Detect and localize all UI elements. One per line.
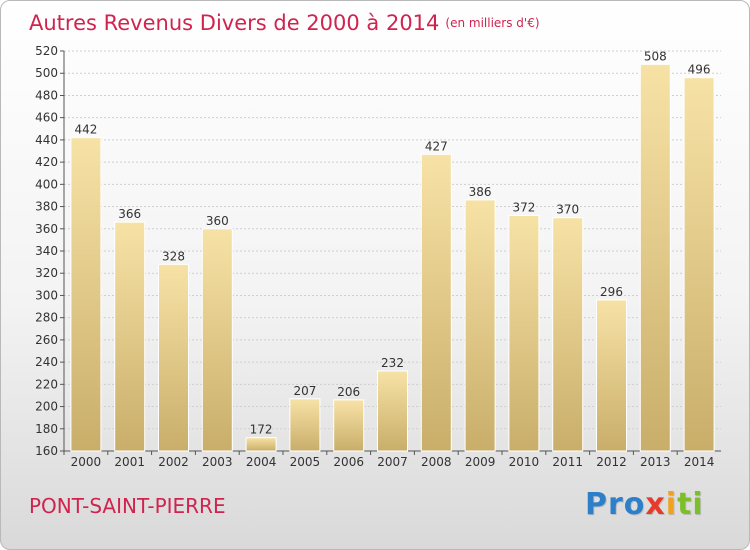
x-tick-label-2002: 2002 bbox=[158, 455, 189, 469]
value-label-2001: 366 bbox=[118, 207, 141, 221]
bar-2004 bbox=[245, 437, 277, 452]
value-label-2002: 328 bbox=[162, 249, 185, 263]
value-label-2009: 386 bbox=[469, 185, 492, 199]
x-tick-label-2014: 2014 bbox=[684, 455, 715, 469]
x-tick-label-2007: 2007 bbox=[377, 455, 408, 469]
value-label-2003: 360 bbox=[206, 214, 229, 228]
bar-2006 bbox=[333, 399, 365, 452]
logo-part-4: ti bbox=[677, 487, 704, 522]
bar-2014 bbox=[683, 77, 715, 452]
y-tick-label: 400 bbox=[35, 177, 58, 191]
logo-part-3: i bbox=[665, 487, 678, 522]
y-tick-label: 280 bbox=[35, 311, 58, 325]
y-tick-label: 480 bbox=[35, 88, 58, 102]
value-label-2010: 372 bbox=[512, 200, 535, 214]
y-tick-label: 500 bbox=[35, 66, 58, 80]
value-label-2006: 206 bbox=[337, 385, 360, 399]
y-tick-label: 380 bbox=[35, 200, 58, 214]
y-tick-label: 180 bbox=[35, 422, 58, 436]
bar-2011 bbox=[552, 217, 584, 452]
x-tick-label-2011: 2011 bbox=[552, 455, 583, 469]
y-tick-label: 420 bbox=[35, 155, 58, 169]
value-label-2012: 296 bbox=[600, 285, 623, 299]
labels: 442 2000 366 2001 328 2002 360 2003 172 2004 207 20… bbox=[71, 49, 715, 469]
y-tick-label: 460 bbox=[35, 111, 58, 125]
bar-2000 bbox=[70, 137, 102, 452]
value-label-2000: 442 bbox=[74, 123, 97, 137]
bar-2008 bbox=[420, 153, 452, 452]
value-label-2008: 427 bbox=[425, 139, 448, 153]
x-tick-label-2004: 2004 bbox=[246, 455, 277, 469]
y-tick-label: 360 bbox=[35, 222, 58, 236]
y-tick-label: 240 bbox=[35, 355, 58, 369]
bar-2010 bbox=[508, 214, 540, 452]
proxiti-logo: Proxiti bbox=[585, 487, 704, 522]
y-tick-label: 340 bbox=[35, 244, 58, 258]
y-tick-label: 440 bbox=[35, 133, 58, 147]
value-label-2013: 508 bbox=[644, 49, 667, 63]
y-tick-label: 520 bbox=[35, 44, 58, 58]
value-label-2014: 496 bbox=[688, 63, 711, 77]
bar-2005 bbox=[289, 398, 321, 452]
y-tick-label: 260 bbox=[35, 333, 58, 347]
x-tick-label-2005: 2005 bbox=[290, 455, 321, 469]
bar-2009 bbox=[464, 199, 496, 452]
y-tick-label: 320 bbox=[35, 266, 58, 280]
bars bbox=[70, 63, 715, 452]
value-label-2007: 232 bbox=[381, 356, 404, 370]
axes: 160 180 200 220 240 260 280 300 320 340 360 380 400 4… bbox=[35, 44, 721, 458]
x-tick-label-2008: 2008 bbox=[421, 455, 452, 469]
chart-title-text: Autres Revenus Divers de 2000 à 2014 bbox=[29, 11, 440, 35]
y-tick-label: 300 bbox=[35, 288, 58, 302]
y-tick-label: 220 bbox=[35, 377, 58, 391]
y-tick-label: 200 bbox=[35, 400, 58, 414]
commune-name: PONT-SAINT-PIERRE bbox=[29, 494, 226, 518]
bar-2002 bbox=[158, 263, 189, 452]
logo-part-1: Pro bbox=[585, 487, 646, 522]
x-tick-label-2003: 2003 bbox=[202, 455, 233, 469]
value-label-2004: 172 bbox=[250, 423, 273, 437]
bar-2001 bbox=[114, 221, 146, 452]
value-label-2005: 207 bbox=[293, 384, 316, 398]
chart-title: Autres Revenus Divers de 2000 à 2014 (en … bbox=[29, 11, 540, 35]
bar-2003 bbox=[201, 228, 233, 452]
x-tick-label-2012: 2012 bbox=[596, 455, 627, 469]
x-tick-label-2010: 2010 bbox=[509, 455, 540, 469]
bar-2013 bbox=[639, 63, 671, 452]
x-tick-label-2009: 2009 bbox=[465, 455, 496, 469]
bar-2007 bbox=[377, 370, 408, 452]
x-tick-label-2001: 2001 bbox=[114, 455, 145, 469]
x-tick-label-2006: 2006 bbox=[333, 455, 364, 469]
bar-2012 bbox=[596, 299, 627, 452]
x-tick-label-2000: 2000 bbox=[71, 455, 102, 469]
chart-unit-note: (en milliers d'€) bbox=[445, 16, 540, 30]
y-tick-label: 160 bbox=[35, 444, 58, 458]
x-tick-label-2013: 2013 bbox=[640, 455, 671, 469]
value-label-2011: 370 bbox=[556, 203, 579, 217]
logo-part-2: x bbox=[645, 487, 666, 522]
